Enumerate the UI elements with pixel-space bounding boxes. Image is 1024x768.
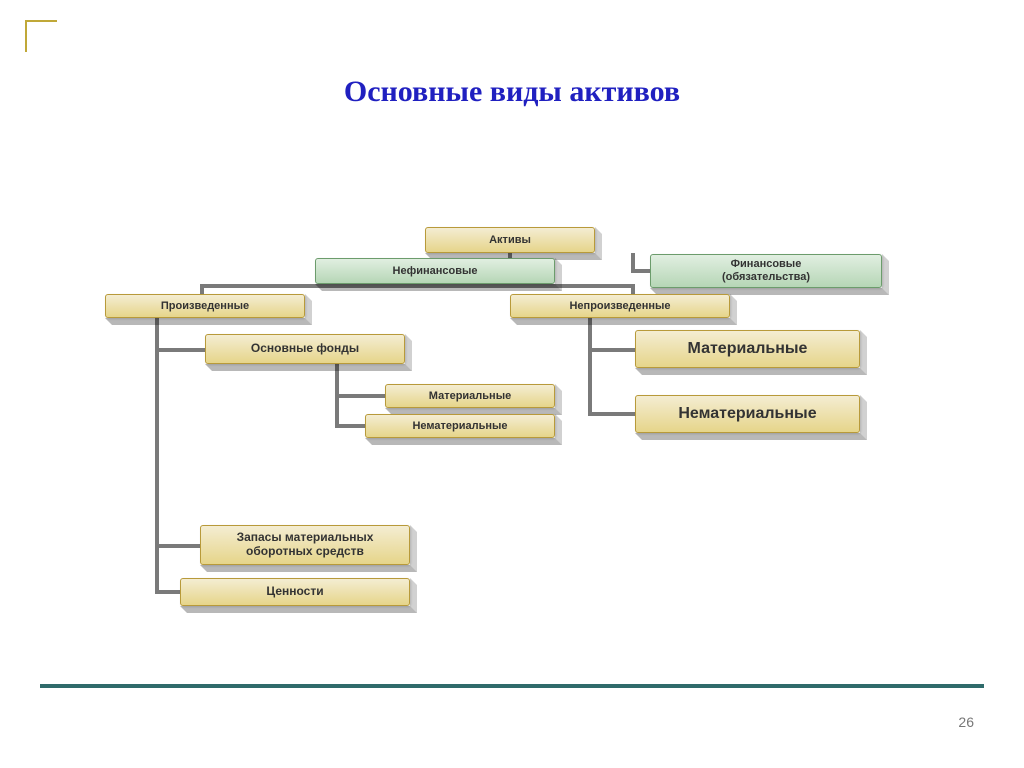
connector	[155, 348, 207, 352]
diagram-canvas: Активы Нефинансовые Финансовые(обязательст…	[0, 0, 1024, 768]
connector	[588, 318, 592, 416]
node-3d-edge	[510, 318, 737, 325]
node-mainfunds: Основные фонды	[205, 334, 405, 364]
node-tangible1: Материальные	[385, 384, 555, 408]
node-right_tang: Материальные	[635, 330, 860, 368]
node-3d-edge	[105, 318, 312, 325]
node-stocks: Запасы материальныхоборотных средств	[200, 525, 410, 565]
connector	[335, 394, 387, 398]
connector	[588, 412, 637, 416]
node-right_intang: Нематериальные	[635, 395, 860, 433]
footer-underline	[40, 684, 984, 688]
node-3d-edge	[200, 565, 417, 572]
connector	[155, 544, 202, 548]
node-3d-edge	[410, 525, 417, 572]
connector	[335, 424, 367, 428]
node-values: Ценности	[180, 578, 410, 606]
node-nonproduced: Непроизведенные	[510, 294, 730, 318]
node-intangible1: Нематериальные	[365, 414, 555, 438]
connector	[631, 269, 652, 273]
connector	[155, 590, 182, 594]
connector	[588, 348, 637, 352]
node-3d-edge	[180, 606, 417, 613]
node-3d-edge	[205, 364, 412, 371]
node-assets: Активы	[425, 227, 595, 253]
connector	[155, 318, 159, 592]
node-3d-edge	[635, 368, 867, 375]
node-3d-edge	[315, 284, 562, 291]
node-3d-edge	[635, 433, 867, 440]
node-nonfinancial: Нефинансовые	[315, 258, 555, 284]
node-3d-edge	[365, 438, 562, 445]
page-number: 26	[958, 714, 974, 730]
node-produced: Произведенные	[105, 294, 305, 318]
node-financial: Финансовые(обязательства)	[650, 254, 882, 288]
